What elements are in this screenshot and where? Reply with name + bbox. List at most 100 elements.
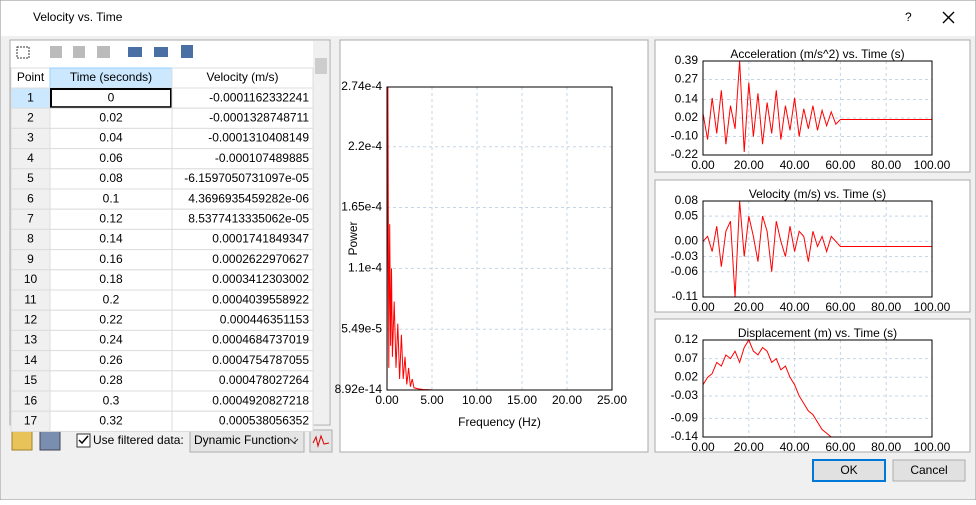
y-tick-label: -0.03 (671, 249, 699, 263)
table-cell-text: 4.3696935459282e-06 (188, 191, 309, 205)
chart-title: Velocity (m/s) vs. Time (s) (749, 187, 886, 201)
save-button[interactable] (40, 431, 60, 450)
y-tick-label: 0.02 (675, 369, 699, 383)
table-cell-text: 0.14 (99, 232, 123, 246)
y-tick-label: -0.06 (671, 264, 699, 278)
copy-icon[interactable] (73, 46, 85, 58)
y-tick-label: 0.14 (675, 92, 699, 106)
table-cell-text: 0.3 (103, 393, 120, 407)
x-tick-label: 0.00 (691, 440, 715, 454)
checkbox-label[interactable]: Use filtered data: (93, 433, 184, 447)
y-tick-label: 0.02 (675, 110, 699, 124)
title-bar (1, 1, 975, 36)
table-cell-text: -0.0001310408149 (208, 131, 309, 145)
x-tick-label: 100.00 (914, 158, 951, 172)
ok-label[interactable]: OK (840, 463, 857, 477)
x-tick-label: 100.00 (914, 300, 951, 314)
table-cell-text: 10 (24, 272, 38, 286)
table-cell-text: 0.26 (99, 353, 123, 367)
x-tick-label: 20.00 (734, 300, 764, 314)
x-axis-label: Frequency (Hz) (458, 415, 541, 429)
y-tick-label: -0.03 (671, 388, 699, 402)
y-tick-label: 0.05 (675, 208, 699, 222)
scrollbar[interactable] (313, 41, 329, 424)
delete-icon[interactable] (154, 47, 168, 57)
help-button[interactable]: ? (905, 10, 912, 24)
cancel-label[interactable]: Cancel (910, 463, 947, 477)
x-tick-label: 15.00 (507, 393, 537, 407)
column-header-label: Velocity (m/s) (206, 70, 278, 84)
table-cell-text: 0.000446351153 (220, 312, 310, 326)
x-tick-label: 5.00 (420, 393, 444, 407)
y-tick-label: 0.12 (675, 332, 699, 346)
table-cell-text: 0.28 (99, 373, 123, 387)
insert-icon[interactable] (128, 47, 142, 57)
y-tick-label: 2.74e-4 (341, 79, 382, 93)
y-tick-label: 0.27 (675, 72, 699, 86)
table-cell-text: 7 (27, 211, 34, 225)
table-cell-text: 17 (24, 413, 38, 427)
table-cell-text: 0.18 (99, 272, 123, 286)
table-cell-text: 0.0004754787055 (212, 353, 309, 367)
x-tick-label: 10.00 (462, 393, 492, 407)
table-cell-text: 0.0004920827218 (212, 393, 309, 407)
table-cell-text: 4 (27, 151, 34, 165)
table-cell-text: 0.000478027264 (219, 373, 309, 387)
plot-button[interactable] (310, 430, 332, 452)
x-tick-label: 20.00 (552, 393, 582, 407)
y-axis-label: Power (346, 221, 360, 255)
chart-title: Acceleration (m/s^2) vs. Time (s) (730, 47, 904, 61)
table-cell-text: 2 (27, 110, 34, 124)
table-cell-text: 3 (27, 131, 34, 145)
table-cell-text: 0.02 (99, 110, 123, 124)
table-cell-text: 0.0003412303002 (212, 272, 309, 286)
table-cell-text: 8 (27, 232, 34, 246)
table-cell-text: 1 (27, 90, 34, 104)
x-tick-label: 20.00 (734, 440, 764, 454)
y-tick-label: 0.08 (675, 193, 699, 207)
y-tick-label: 1.65e-4 (341, 200, 382, 214)
table-cell-text: -0.0001162332241 (209, 90, 309, 104)
cut-icon[interactable] (50, 46, 62, 58)
table-cell-text: 0.12 (99, 211, 123, 225)
table-cell-text: 0.000538056352 (219, 413, 309, 427)
x-tick-label: 40.00 (780, 300, 810, 314)
scroll-thumb[interactable] (315, 58, 327, 74)
table-cell-text: 0.0004039558922 (212, 292, 309, 306)
table-cell-text: 5 (27, 171, 34, 185)
x-tick-label: 60.00 (825, 440, 855, 454)
table-cell-text: 0.1 (103, 191, 120, 205)
y-tick-label: 0.00 (675, 234, 699, 248)
paste-icon[interactable] (97, 46, 110, 58)
table-cell-text: 0.24 (99, 333, 123, 347)
x-tick-label: 80.00 (871, 158, 901, 172)
plot-area (703, 61, 932, 155)
table-cell-text: 0.16 (99, 252, 123, 266)
y-tick-label: -0.10 (671, 129, 699, 143)
chart-title: Displacement (m) vs. Time (s) (738, 326, 897, 340)
column-header-label: Point (17, 70, 45, 84)
x-tick-label: 0.00 (691, 300, 715, 314)
table-cell-text: 0.0001741849347 (212, 232, 309, 246)
y-tick-label: 0.07 (675, 351, 699, 365)
table-cell-text: -0.000107489885 (215, 151, 309, 165)
table-cell-text: 16 (24, 393, 38, 407)
x-tick-label: 0.00 (691, 158, 715, 172)
table-cell-text: 15 (24, 373, 38, 387)
table-cell-text: 0.0002622970627 (212, 252, 309, 266)
table-cell-text: 0.22 (99, 312, 123, 326)
table-cell-text: -6.1597050731097e-05 (184, 171, 309, 185)
table-cell-text: 12 (24, 312, 38, 326)
table-cell-text: 9 (27, 252, 34, 266)
x-tick-label: 25.00 (597, 393, 627, 407)
table-cell-text: 13 (24, 333, 38, 347)
x-tick-label: 0.00 (375, 393, 399, 407)
table-cell-text: 0.2 (103, 292, 120, 306)
table-cell-text: 0.06 (99, 151, 123, 165)
column-header-label: Time (seconds) (70, 70, 152, 84)
table-cell-text: 6 (27, 191, 34, 205)
append-icon[interactable] (181, 45, 193, 58)
open-button[interactable] (12, 431, 32, 450)
table-cell-text: 0.32 (99, 413, 123, 427)
